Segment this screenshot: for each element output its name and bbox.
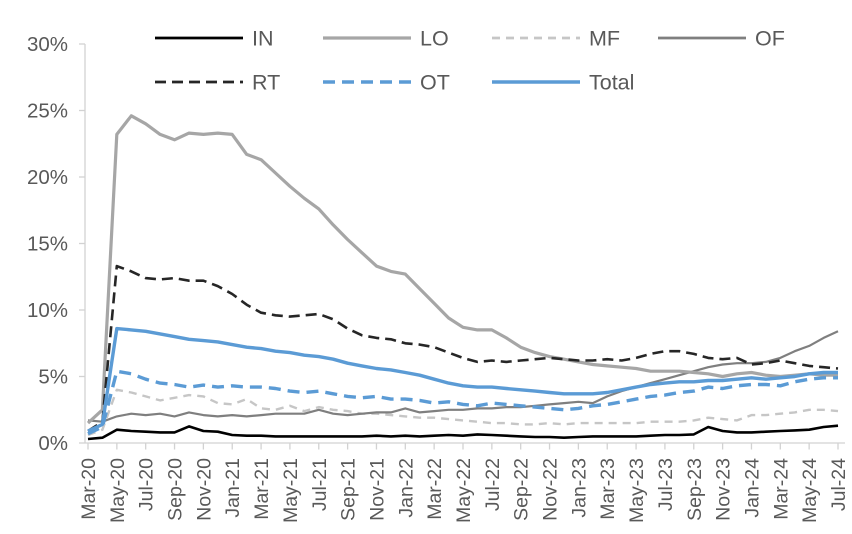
x-axis-label: Mar-24 <box>770 458 792 520</box>
legend-label-Total: Total <box>589 71 634 95</box>
chart-line-IN <box>87 424 839 441</box>
legend-label-IN: IN <box>252 27 274 51</box>
x-axis-label: Mar-20 <box>78 458 100 520</box>
legend-label-RT: RT <box>252 71 280 95</box>
x-axis-label: Nov-21 <box>366 458 388 521</box>
x-axis-label: Jul-21 <box>309 458 331 511</box>
y-axis-label: 10% <box>27 299 68 322</box>
chart-line-MF <box>87 388 839 437</box>
x-axis-label: Mar-22 <box>424 458 446 520</box>
chart-line-OT <box>87 369 838 436</box>
y-axis-label: 15% <box>27 233 68 256</box>
x-axis-label: May-22 <box>453 458 475 523</box>
x-axis-label: Jul-23 <box>655 458 677 511</box>
x-axis-label: Jan-21 <box>222 458 244 518</box>
x-axis-label: Jul-24 <box>828 458 850 511</box>
legend-label-MF: MF <box>589 27 620 51</box>
x-axis-label: Mar-21 <box>251 458 273 520</box>
x-axis-label: Sep-20 <box>165 458 187 521</box>
chart-line-LO <box>86 114 838 425</box>
chart-line-OF <box>87 330 839 423</box>
legend-item-MF: MF <box>492 27 620 51</box>
legend-label-OF: OF <box>755 27 785 51</box>
x-axis-label: Sep-22 <box>511 458 533 521</box>
legend-label-OT: OT <box>420 71 450 95</box>
legend-label-LO: LO <box>420 27 449 51</box>
y-axis-label: 5% <box>38 366 68 389</box>
x-axis-label: Nov-22 <box>540 458 562 521</box>
y-axis-label: 20% <box>27 166 68 189</box>
legend-item-OT: OT <box>323 71 450 95</box>
x-axis-label: May-23 <box>626 458 648 523</box>
y-axis-label: 0% <box>38 432 68 455</box>
chart-line-RT <box>87 264 839 433</box>
x-axis-label: Sep-21 <box>338 458 360 521</box>
x-axis-label: May-20 <box>107 458 129 523</box>
y-axis-label: 30% <box>27 33 68 56</box>
x-axis-label: May-21 <box>280 458 302 523</box>
x-axis-label: Sep-23 <box>684 458 706 521</box>
x-axis-label: Jan-24 <box>741 458 763 518</box>
legend-item-Total: Total <box>492 71 634 95</box>
chart-line-Total <box>87 326 838 433</box>
legend-item-OF: OF <box>658 27 785 51</box>
legend-item-IN: IN <box>155 27 274 51</box>
x-axis-label: Nov-23 <box>713 458 735 521</box>
y-axis-label: 25% <box>27 100 68 123</box>
x-axis-label: Nov-20 <box>193 458 215 521</box>
x-axis-label: Jan-22 <box>395 458 417 518</box>
legend-item-LO: LO <box>323 27 449 51</box>
x-axis-label: Jul-22 <box>482 458 504 511</box>
x-axis-label: Mar-23 <box>597 458 619 520</box>
x-axis-label: May-24 <box>799 458 821 523</box>
x-axis-label: Jan-23 <box>568 458 590 518</box>
x-axis-label: Jul-20 <box>136 458 158 511</box>
legend-item-RT: RT <box>155 71 280 95</box>
